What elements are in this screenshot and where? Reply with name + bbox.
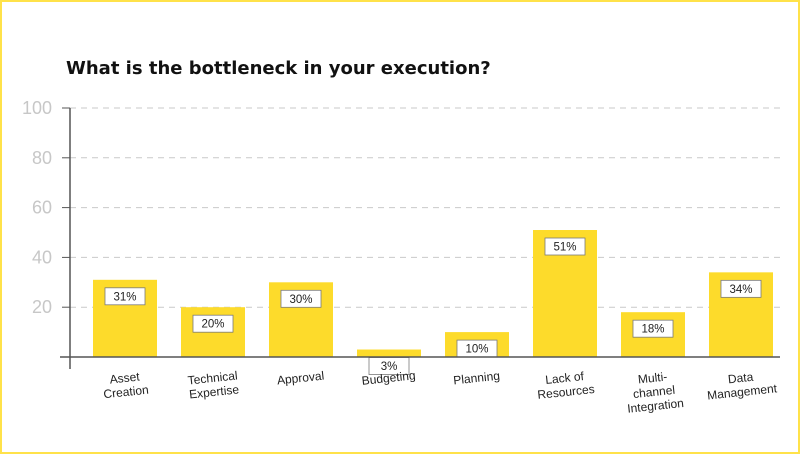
value-label: 30% (289, 294, 312, 306)
value-label-box (104, 287, 146, 306)
value-label-box (192, 314, 234, 333)
value-label: 10% (465, 344, 488, 356)
category-label: Approval (276, 369, 325, 388)
category-label-line: Resources (537, 382, 596, 402)
category-labels: AssetCreation TechnicalExpertise Approval B… (101, 367, 779, 416)
category-label-line: Planning (453, 369, 501, 388)
category-label-line: Approval (276, 369, 325, 388)
y-tick-label: 100 (22, 98, 52, 118)
category-label-line: Budgeting (361, 368, 416, 388)
y-tick-label: 80 (32, 148, 52, 168)
category-label: Planning (453, 369, 501, 388)
category-label-line: channel (632, 383, 675, 401)
category-label-line: Technical (187, 368, 238, 387)
y-tick-label: 40 (32, 247, 52, 267)
value-label: 20% (201, 319, 224, 331)
category-label: Budgeting (361, 368, 416, 388)
category-label-line: Multi- (637, 370, 668, 387)
category-label: AssetCreation (101, 369, 149, 402)
value-label-group: 20% (192, 314, 234, 333)
category-label: Lack ofResources (535, 368, 595, 402)
category-label-line: Lack of (545, 369, 586, 387)
category-label-line: Management (706, 381, 778, 402)
bars (93, 230, 773, 357)
value-label: 18% (641, 324, 664, 336)
value-label-group: 30% (280, 289, 322, 308)
value-label: 31% (113, 291, 136, 303)
y-tick-label: 60 (32, 198, 52, 218)
value-label: 3% (381, 361, 398, 373)
value-label-box (632, 319, 674, 338)
grid-lines (70, 107, 780, 308)
value-label-group: 51% (544, 237, 586, 256)
category-label-line: Creation (103, 383, 150, 402)
value-labels: 31% 20% 30% 3% 10% 51% 18% 34% (104, 237, 762, 375)
value-label-group: 31% (104, 287, 146, 306)
value-label-box (280, 289, 322, 308)
bar (357, 349, 421, 357)
category-label-line: Asset (109, 369, 141, 386)
value-label: 51% (553, 242, 576, 254)
axes: 20 40 60 80 100 (22, 98, 780, 369)
value-label-box (720, 279, 762, 298)
category-label-line: Data (727, 370, 754, 387)
value-label-group: 34% (720, 279, 762, 298)
value-label-group: 10% (456, 339, 498, 358)
y-tick-label: 20 (32, 297, 52, 317)
category-label-line: Expertise (188, 382, 240, 401)
category-label: Multi-channelIntegration (624, 368, 685, 416)
category-label-line: Integration (627, 396, 685, 416)
category-label: DataManagement (705, 367, 778, 402)
value-label-box (544, 237, 586, 256)
value-label: 34% (729, 284, 752, 296)
chart-title: What is the bottleneck in your execution… (66, 58, 491, 79)
category-label: TechnicalExpertise (187, 368, 240, 401)
value-label-group: 18% (632, 319, 674, 338)
